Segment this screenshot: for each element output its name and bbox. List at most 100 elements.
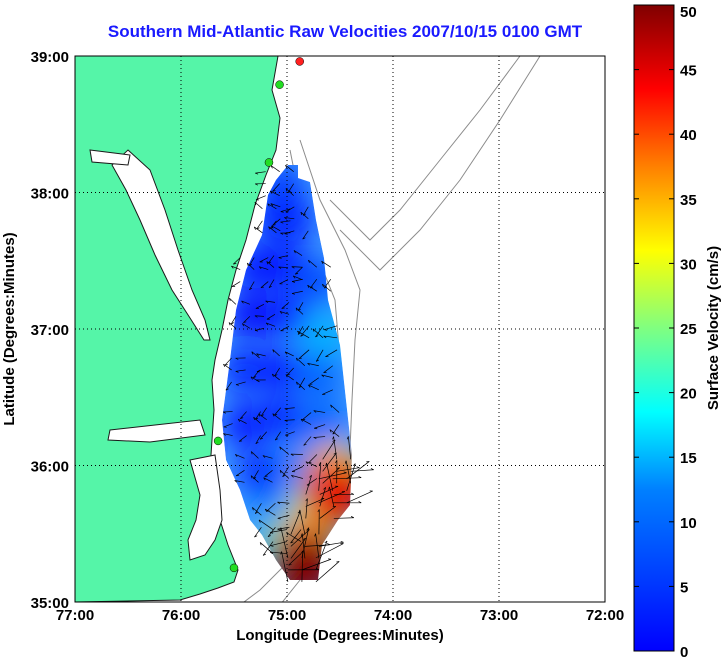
velocity-vector [330,404,340,413]
vector-head [235,357,239,360]
velocity-vector [255,195,266,201]
vector-head [329,429,332,433]
vector-head [280,232,284,235]
velocity-vector [318,491,346,504]
vector-head [314,427,318,430]
vector-head [332,432,336,435]
velocity-vector [291,266,303,268]
velocity-vector [313,436,326,438]
vector-head [284,233,288,235]
vector-head [323,487,326,490]
velocity-vector [305,498,325,507]
velocity-vector [270,190,280,196]
velocity-vector [259,431,267,440]
vector-head [231,322,234,325]
velocity-vector [248,257,255,266]
velocity-vector [346,463,356,491]
velocity-vector [301,558,332,571]
vector-head [325,462,327,466]
velocity-vector [321,374,333,379]
vector-head [270,545,274,547]
vector-head [284,420,288,422]
vector-head [340,540,344,543]
velocity-vector [300,211,309,220]
vector-head [279,470,282,474]
x-tick-label: 72:00 [586,607,624,624]
velocity-vector [268,279,275,288]
velocity-vector [258,519,274,530]
vector-head [280,211,284,213]
vector-head [252,507,254,511]
vector-head [264,508,267,512]
velocity-vector [296,381,306,391]
vector-head [279,311,283,314]
vector-head [229,298,231,302]
vector-head [308,384,311,388]
velocity-vector [323,365,334,373]
velocity-vector [266,322,276,327]
velocity-vector [274,431,281,441]
velocity-vector [297,330,310,339]
vector-head [296,357,298,361]
velocity-vector [259,266,269,270]
velocity-vector [256,220,263,230]
vector-head [285,188,288,192]
velocity-vector [235,369,246,372]
vector-head [253,376,257,379]
velocity-vector [297,302,304,311]
vector-head [263,477,266,481]
radar-station-marker [213,436,223,446]
vector-head [278,266,282,269]
vector-head [228,322,231,326]
vector-head [284,408,288,411]
vector-head [280,551,282,555]
velocity-vector [296,357,306,367]
vector-head [315,335,319,338]
vector-head [249,287,253,291]
velocity-vector [298,377,306,388]
velocity-vector [309,377,320,385]
vector-head [306,527,310,531]
velocity-vector [321,260,331,268]
vector-head [300,212,303,216]
vector-head [285,164,287,169]
velocity-vector [251,351,260,359]
vector-head [324,329,328,331]
y-tick-label: 35:00 [31,595,69,612]
velocity-vector [259,257,269,263]
vector-head [268,285,272,288]
y-tick-labels: 39:00 38:00 37:00 36:00 35:00 [31,49,69,612]
velocity-vector [229,297,237,305]
vector-head [352,463,356,466]
radar-station-marker [275,80,284,89]
vector-head [295,307,298,311]
velocity-vector [315,561,340,583]
vector-head [255,172,259,175]
velocity-vector [223,363,232,371]
vector-head [262,455,266,458]
vector-head [300,418,303,422]
vector-head [279,446,282,450]
velocity-vector [266,261,275,268]
vector-head [279,527,282,531]
vector-head [305,461,309,465]
velocity-vector [329,486,335,507]
velocity-vector [346,461,370,480]
vector-head [284,351,288,355]
vector-head [254,202,257,206]
vector-head [222,411,226,414]
velocity-vector [300,325,310,337]
vector-head [243,321,247,323]
velocity-vector [270,203,281,208]
vector-head [321,261,324,265]
velocity-vector [274,407,281,416]
vector-head [254,315,258,318]
velocity-vector [284,407,295,410]
velocity-vector [302,230,309,240]
velocity-vector [293,250,303,256]
velocity-vector [258,413,267,421]
velocity-vector [290,529,302,544]
vector-head [318,462,322,466]
